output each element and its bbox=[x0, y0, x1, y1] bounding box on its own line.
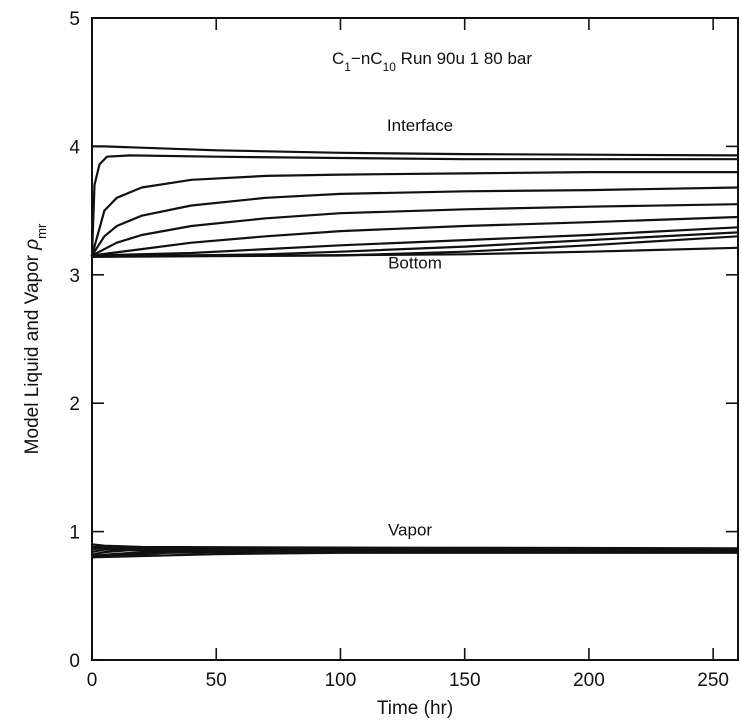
series-line-1 bbox=[90, 145, 740, 157]
x-tick-label-150: 150 bbox=[449, 670, 481, 691]
tick-labels-group: 0 50 100 150 200 250 0 1 2 3 4 5 bbox=[69, 9, 729, 691]
x-tick-label-50: 50 bbox=[206, 670, 227, 691]
series-line-2 bbox=[90, 154, 740, 257]
x-tick-label-100: 100 bbox=[325, 670, 357, 691]
series-line-18 bbox=[90, 551, 740, 559]
y-tick-label-2: 2 bbox=[69, 394, 80, 415]
x-tick-label-200: 200 bbox=[573, 670, 605, 691]
x-axis-title: Time (hr) bbox=[377, 698, 453, 719]
curves-group bbox=[90, 145, 740, 559]
y-tick-label-4: 4 bbox=[69, 137, 80, 158]
series-line-4 bbox=[90, 186, 740, 257]
chart-header-annotation: C1−nC10 Run 90u 1 80 bar bbox=[332, 49, 532, 74]
series-line-10 bbox=[90, 246, 740, 257]
series-line-6 bbox=[90, 215, 740, 257]
ticks-group bbox=[91, 17, 738, 661]
y-tick-label-1: 1 bbox=[69, 523, 80, 544]
x-tick-label-250: 250 bbox=[697, 670, 729, 691]
y-tick-label-3: 3 bbox=[69, 266, 80, 287]
series-line-5 bbox=[90, 203, 740, 257]
plot-frame bbox=[91, 17, 739, 661]
x-tick-label-0: 0 bbox=[87, 670, 98, 691]
y-tick-label-0: 0 bbox=[69, 651, 80, 672]
interface-annotation: Interface bbox=[387, 116, 453, 135]
y-tick-label-5: 5 bbox=[69, 9, 80, 30]
y-axis-title: Model Liquid and Vapor ρmr bbox=[22, 223, 49, 454]
series-line-3 bbox=[90, 171, 740, 257]
bottom-annotation: Bottom bbox=[388, 253, 442, 272]
vapor-annotation: Vapor bbox=[388, 520, 432, 539]
series-line-7 bbox=[90, 226, 740, 257]
